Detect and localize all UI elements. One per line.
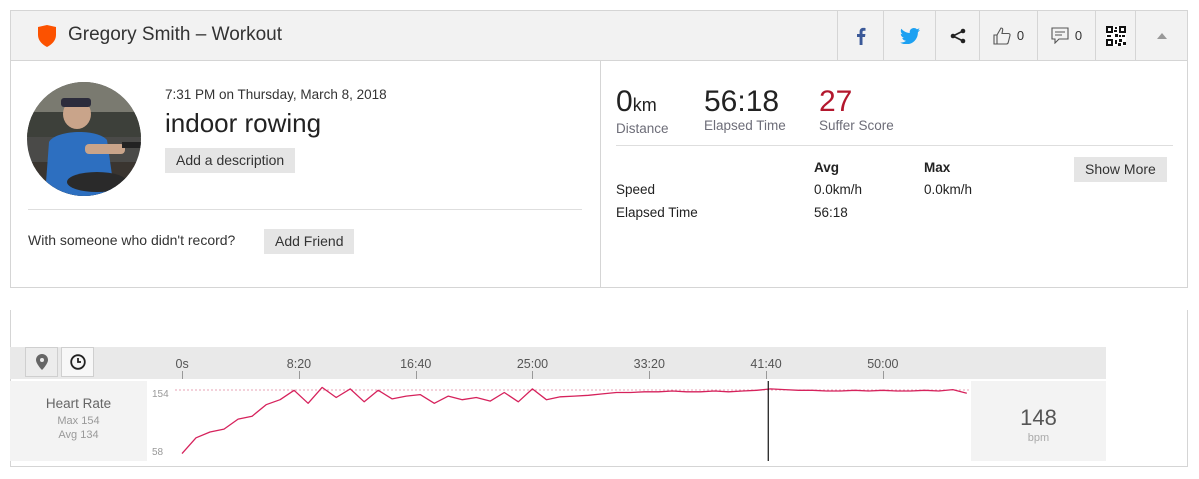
facebook-share-button[interactable]	[837, 11, 883, 60]
page-title: Gregory Smith – Workout	[68, 24, 283, 45]
time-tick-label: 0s	[175, 357, 189, 371]
facebook-icon	[856, 27, 865, 45]
row-speed-avg: 0.0km/h	[814, 182, 863, 197]
collapse-button[interactable]	[1135, 11, 1187, 60]
clock-icon	[69, 354, 86, 370]
time-tick-mark	[298, 371, 300, 379]
kudos-button[interactable]: 0	[979, 11, 1037, 60]
add-friend-button[interactable]: Add Friend	[264, 229, 355, 254]
twitter-share-button[interactable]	[883, 11, 935, 60]
heart-rate-legend[interactable]: Heart Rate Max 154 Avg 134	[10, 381, 147, 461]
row-elapsed-avg: 56:18	[814, 205, 848, 220]
stat-distance: 0km Distance	[616, 83, 669, 136]
twitter-icon	[899, 27, 920, 44]
shield-icon	[38, 25, 56, 47]
row-elapsed-label: Elapsed Time	[616, 205, 698, 220]
metric-title: Heart Rate	[45, 396, 112, 411]
card-header: Gregory Smith – Workout	[11, 11, 1187, 61]
show-more-button[interactable]: Show More	[1074, 157, 1167, 182]
divider	[28, 209, 582, 210]
time-tick-mark	[649, 371, 651, 379]
time-tick-mark	[532, 371, 534, 379]
thumbs-up-icon	[993, 26, 1011, 45]
kudos-count: 0	[1016, 28, 1025, 43]
divider	[616, 145, 1173, 146]
heart-rate-svg[interactable]	[147, 381, 971, 461]
activity-datetime: 7:31 PM on Thursday, March 8, 2018	[165, 87, 387, 102]
activity-stats: 0km Distance 56:18 Elapsed Time 27 Suffe…	[601, 61, 1189, 288]
suffer-value: 27	[819, 85, 853, 118]
stat-elapsed-time: 56:18 Elapsed Time	[704, 83, 786, 133]
header-actions: 0 0	[837, 11, 1187, 60]
comments-button[interactable]: 0	[1037, 11, 1095, 60]
time-mode-button[interactable]	[61, 347, 94, 377]
metric-max: Max 154	[57, 415, 100, 427]
distance-mode-button[interactable]	[25, 347, 58, 377]
heart-rate-line	[181, 386, 967, 455]
comment-icon	[1051, 27, 1069, 44]
distance-unit: km	[632, 95, 657, 115]
y-max-label: 154	[152, 389, 169, 400]
y-min-label: 58	[152, 447, 164, 458]
activity-summary: 7:31 PM on Thursday, March 8, 2018 indoo…	[11, 61, 600, 288]
share-icon	[950, 28, 965, 43]
chevron-up-icon	[1156, 32, 1167, 39]
time-tick-label: 25:00	[516, 357, 549, 371]
time-tick-label: 50:00	[867, 357, 899, 371]
add-description-button[interactable]: Add a description	[165, 148, 296, 173]
qr-code-icon	[1105, 25, 1126, 46]
current-unit: bpm	[1027, 432, 1050, 444]
time-tick-label: 8:20	[286, 357, 312, 371]
elapsed-label: Elapsed Time	[704, 118, 786, 133]
current-heart-rate: 148	[1020, 405, 1057, 430]
time-tick-mark	[415, 371, 417, 379]
activity-card: Gregory Smith – Workout	[10, 10, 1188, 288]
time-tick-mark	[182, 371, 183, 379]
elapsed-value: 56:18	[704, 85, 780, 118]
activity-name: indoor rowing	[165, 108, 322, 138]
heart-rate-chart[interactable]: 154 58	[147, 381, 971, 461]
col-avg-header: Avg	[814, 160, 840, 175]
time-tick-label: 41:40	[750, 357, 782, 371]
qr-code-button[interactable]	[1095, 11, 1135, 60]
suffer-label: Suffer Score	[819, 118, 894, 133]
map-pin-icon	[35, 354, 48, 370]
time-tick-label: 33:20	[633, 357, 665, 371]
stat-suffer-score[interactable]: 27 Suffer Score	[819, 83, 894, 133]
time-axis-bar: 0s 8:20 16:40 25:00 33:20 41:40 50:00	[10, 347, 1106, 379]
metric-avg: Avg 134	[58, 429, 99, 441]
time-tick-mark	[765, 371, 767, 379]
comments-count: 0	[1074, 28, 1083, 43]
time-tick-label: 16:40	[400, 357, 432, 371]
share-button[interactable]	[935, 11, 979, 60]
col-max-header: Max	[924, 160, 951, 175]
row-speed-label: Speed	[616, 182, 656, 197]
current-value-box: 148 bpm	[971, 381, 1106, 461]
distance-value: 0	[616, 85, 633, 118]
row-speed-max: 0.0km/h	[924, 182, 973, 197]
with-someone-text: With someone who didn't record?	[28, 232, 236, 248]
distance-label: Distance	[616, 121, 669, 136]
column-divider	[600, 61, 601, 288]
time-tick-mark	[882, 371, 884, 379]
avatar[interactable]	[27, 82, 141, 196]
